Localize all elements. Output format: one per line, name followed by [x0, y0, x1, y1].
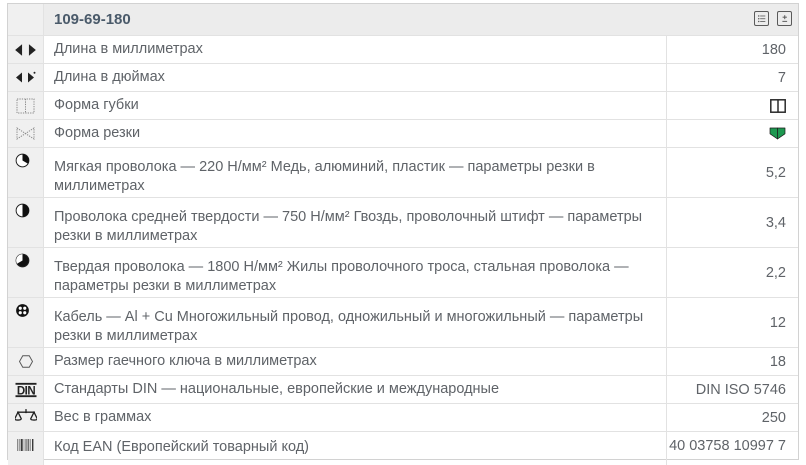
- svg-text:DIN: DIN: [16, 385, 35, 397]
